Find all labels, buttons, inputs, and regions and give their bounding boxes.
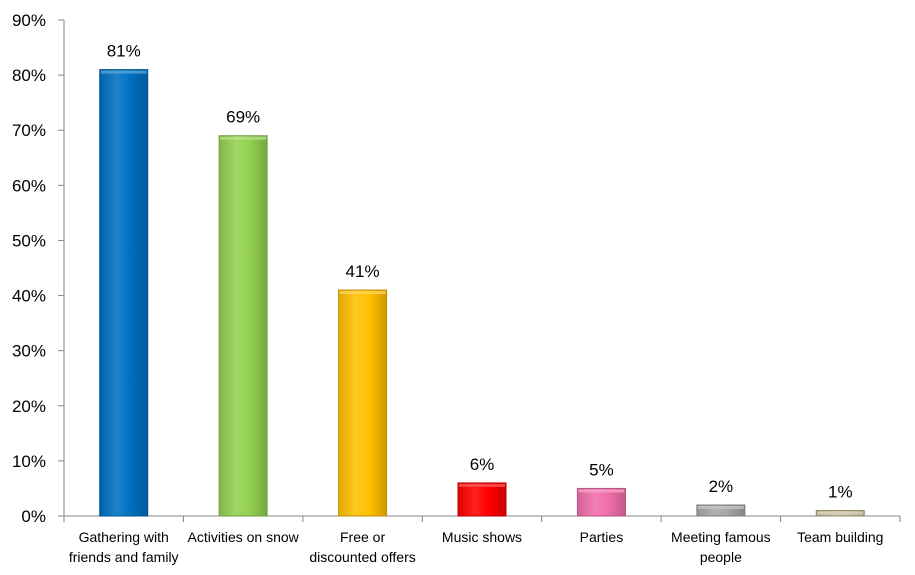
category-label: Gathering with friends and family <box>69 529 179 565</box>
bar-highlight <box>578 489 625 493</box>
bar <box>457 482 507 517</box>
x-axis <box>63 515 901 522</box>
data-label: 5% <box>589 460 614 479</box>
bar-highlight <box>459 483 505 487</box>
data-label: 41% <box>346 262 380 281</box>
category-label: Team building <box>797 529 883 545</box>
data-label: 81% <box>107 42 141 61</box>
y-tick-label: 80% <box>12 66 46 85</box>
data-label: 1% <box>828 482 853 501</box>
category-label: Free or discounted offers <box>309 529 415 565</box>
category-label: Meeting famous people <box>671 529 771 565</box>
bar <box>99 69 149 517</box>
y-axis: 0% 10% 20% 30% 40% 50% 60% 70% 80% 90% <box>12 11 65 526</box>
y-tick-label: 70% <box>12 121 46 140</box>
y-tick-label: 0% <box>21 507 46 526</box>
bar-highlight <box>817 511 864 515</box>
bar <box>696 504 746 517</box>
bar-highlight <box>339 291 386 295</box>
category-label: Activities on snow <box>188 529 300 545</box>
bar-highlight <box>697 505 744 509</box>
bar-highlight <box>100 70 147 74</box>
data-labels: 81% 69% 41% 6% 5% 2% 1% <box>107 42 853 502</box>
bar <box>576 487 626 517</box>
data-label: 69% <box>226 108 260 127</box>
y-tick-label: 40% <box>12 287 46 306</box>
y-tick-label: 20% <box>12 397 46 416</box>
y-tick-label: 60% <box>12 176 46 195</box>
category-labels: Gathering with friends and family Activiti… <box>69 529 884 565</box>
y-tick-label: 10% <box>12 452 46 471</box>
data-label: 2% <box>709 477 734 496</box>
y-tick-label: 90% <box>12 11 46 30</box>
category-label: Music shows <box>442 529 522 545</box>
data-label: 6% <box>470 455 495 474</box>
category-label: Parties <box>580 529 624 545</box>
bars <box>99 69 865 517</box>
y-tick-label: 50% <box>12 231 46 250</box>
bar-highlight <box>220 136 267 140</box>
bar <box>338 289 388 517</box>
y-tick-label: 30% <box>12 342 46 361</box>
bar <box>218 135 268 517</box>
